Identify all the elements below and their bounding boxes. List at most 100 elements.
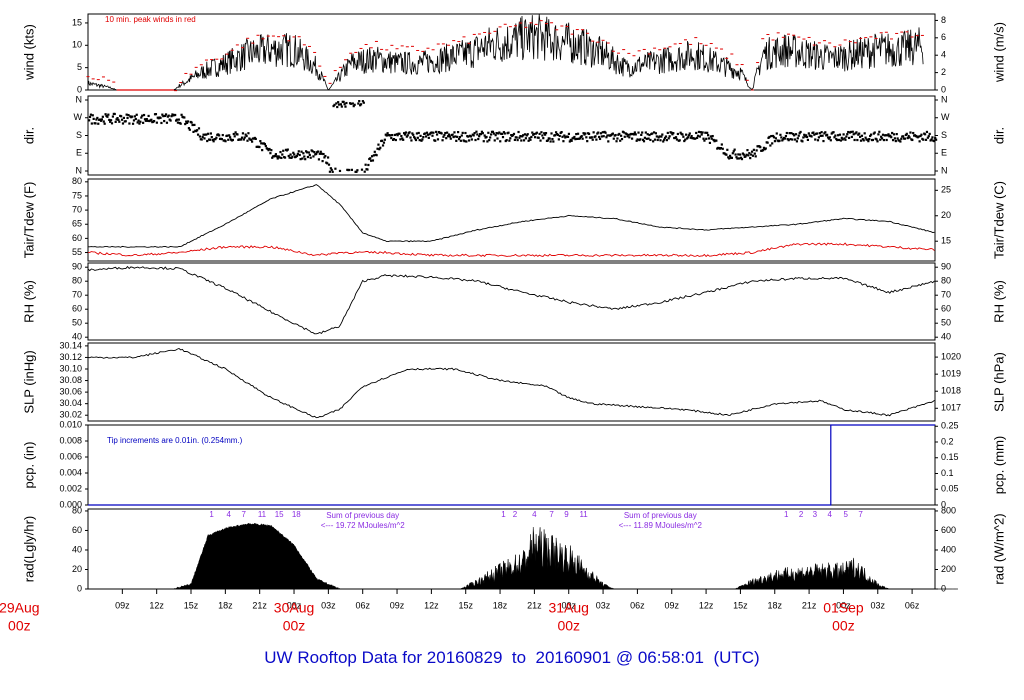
slp-ylabel: SLP (inHg) (21, 350, 36, 413)
dir-point (331, 170, 334, 173)
dir-point (530, 135, 533, 139)
dir-point (636, 138, 639, 141)
dir-point (352, 105, 355, 108)
dir-point (391, 133, 394, 137)
dir-point (574, 138, 577, 141)
dir-point (464, 131, 467, 135)
dir-point (286, 148, 289, 151)
dir-point (924, 138, 928, 141)
pcp-left-tick-label: 0.008 (59, 435, 82, 445)
dir-point (604, 131, 607, 134)
dir-point (697, 130, 701, 134)
dir-point (827, 137, 831, 140)
dir-point (220, 138, 223, 141)
dir-point (818, 132, 821, 135)
dir-point (804, 134, 808, 137)
temp-ylabel: Tair/Tdew (F) (21, 182, 36, 259)
dir-point (443, 133, 446, 137)
dir-point (138, 122, 141, 125)
dir-point (319, 150, 322, 153)
slp-left-tick-label: 30.14 (59, 340, 82, 350)
dir-point (690, 134, 693, 138)
dir-point (801, 140, 804, 143)
wind-left-tick-label: 5 (77, 62, 82, 72)
wind-right-tick-label: 8 (941, 15, 946, 25)
dir-point (893, 137, 896, 140)
dir-point (805, 135, 809, 139)
radiation-sum-value: <--- 11.89 MJoules/m^2 (619, 521, 703, 530)
dir-point (779, 133, 782, 136)
dir-point (745, 153, 748, 156)
rad-left-tick-label: 60 (72, 525, 82, 535)
dir-point (775, 132, 778, 135)
dir-point (783, 137, 787, 140)
x-tick-label: 06z (355, 600, 370, 610)
dir-point (145, 118, 148, 121)
uv-mark: 1 (501, 510, 506, 519)
dir-point (736, 157, 739, 160)
dir-point (381, 139, 384, 142)
dir-point (902, 135, 905, 138)
dir-point (920, 133, 923, 136)
dir-point (828, 136, 831, 139)
dir-point (344, 105, 347, 108)
dir-point (912, 131, 915, 135)
dir-point (469, 135, 473, 138)
dir-point (622, 131, 625, 134)
dir-point (731, 152, 734, 155)
dir-point (390, 136, 393, 140)
dir-point (296, 152, 299, 155)
uv-mark: 2 (799, 510, 804, 519)
dir-tick-label-left: E (76, 148, 82, 158)
dir-point (214, 137, 217, 141)
dir-point (684, 138, 687, 141)
dir-point (196, 129, 199, 132)
dir-point (702, 137, 705, 140)
rh-right-tick-label: 60 (941, 304, 951, 314)
dir-point (396, 134, 399, 137)
dir-point (298, 153, 301, 157)
dir-point (480, 130, 484, 133)
dir-point (708, 141, 712, 145)
dir-point (665, 139, 668, 142)
dir-point (316, 150, 320, 153)
dir-point (476, 133, 479, 136)
dir-point (107, 113, 110, 116)
precip-note: Tip increments are 0.01in. (0.254mm.) (107, 436, 243, 445)
dir-point (685, 137, 689, 140)
dir-point (683, 139, 686, 143)
dir-point (853, 138, 856, 142)
dir-point (155, 121, 158, 124)
slp-ylabel-right: SLP (hPa) (991, 352, 1006, 412)
dir-point (414, 138, 418, 142)
dir-point (136, 121, 139, 124)
dir-point (408, 131, 411, 134)
dir-point (719, 146, 723, 150)
dir-point (318, 152, 321, 155)
rad-right-tick-label: 0 (941, 583, 946, 593)
dir-point (550, 132, 553, 135)
rad-right-tick-label: 600 (941, 525, 956, 535)
dir-point (345, 101, 348, 105)
dir-point (500, 132, 504, 136)
dir-point (482, 140, 485, 143)
slp-left-tick-label: 30.10 (59, 363, 82, 373)
dir-point (454, 135, 457, 138)
dir-point (793, 138, 797, 141)
uv-mark: 5 (843, 510, 848, 519)
dir-point (780, 136, 783, 139)
dir-point (289, 153, 292, 156)
dir-point (441, 139, 444, 142)
dir-point (678, 139, 681, 142)
dir-point (570, 139, 573, 142)
dir-point (332, 104, 335, 108)
rad-right-tick-label: 200 (941, 564, 956, 574)
dir-point (598, 135, 601, 139)
dir-point (537, 136, 540, 139)
dir-point (821, 134, 824, 137)
dir-point (447, 133, 451, 136)
dir-point (881, 133, 885, 136)
dir-point (672, 132, 675, 135)
dir-point (96, 116, 99, 120)
dir-point (867, 140, 870, 143)
